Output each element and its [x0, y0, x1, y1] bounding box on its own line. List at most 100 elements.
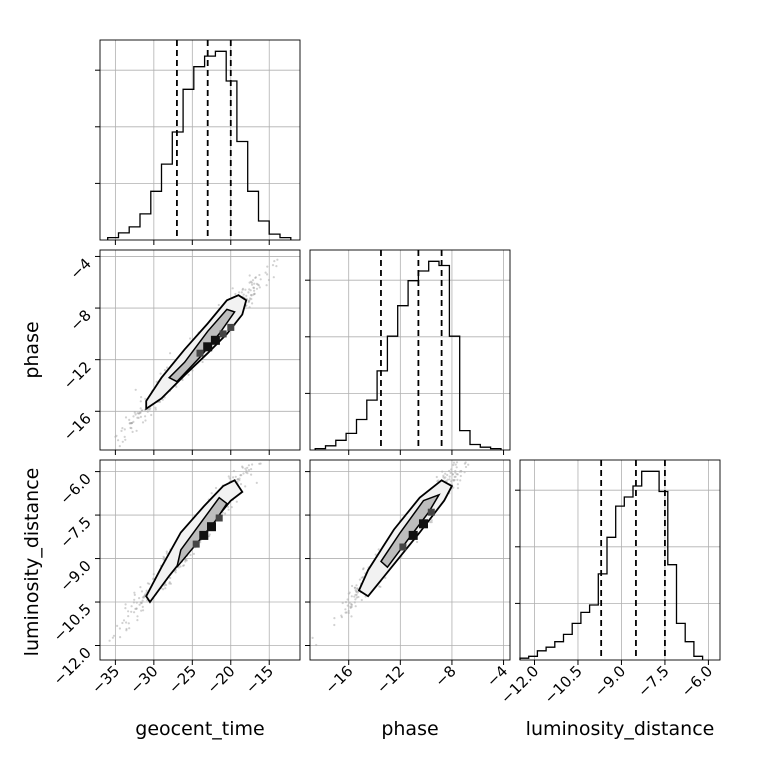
scatter-point-phase-vs-luminosity-distance	[464, 465, 468, 469]
scatter-point-phase-vs-luminosity-distance	[344, 608, 347, 611]
scatter-point-geocent-time-vs-phase	[248, 299, 251, 302]
scatter-point-geocent-time-vs-phase	[247, 301, 250, 304]
scatter-point-geocent-time-vs-phase	[275, 265, 278, 268]
scatter-point-phase-vs-luminosity-distance	[350, 595, 353, 598]
scatter-point-geocent-time-vs-phase	[158, 400, 162, 403]
y-tick-label-luminosity-distance: −12.0	[50, 644, 95, 689]
scatter-point-phase-vs-luminosity-distance	[354, 598, 357, 601]
scatter-point-phase-vs-luminosity-distance	[345, 611, 348, 614]
scatter-point-geocent-time-vs-phase	[124, 438, 127, 441]
scatter-point-geocent-time-vs-phase	[136, 412, 139, 415]
scatter-point-geocent-time-vs-phase	[155, 380, 158, 383]
scatter-point-geocent-time-vs-phase	[128, 418, 131, 421]
scatter-point-phase-vs-luminosity-distance	[463, 462, 466, 465]
scatter-point-phase-vs-luminosity-distance	[456, 483, 459, 486]
scatter-point-geocent-time-vs-luminosity-distance	[146, 582, 149, 585]
scatter-point-geocent-time-vs-luminosity-distance	[130, 605, 133, 608]
scatter-point-geocent-time-vs-luminosity-distance	[255, 481, 258, 484]
scatter-point-phase-vs-luminosity-distance	[354, 593, 357, 596]
density-peak-geocent-time-vs-phase	[196, 349, 204, 357]
scatter-point-geocent-time-vs-phase	[115, 434, 118, 437]
scatter-point-phase-vs-luminosity-distance	[355, 590, 358, 593]
scatter-point-geocent-time-vs-luminosity-distance	[116, 624, 119, 628]
scatter-point-geocent-time-vs-phase	[139, 407, 142, 410]
scatter-point-geocent-time-vs-phase	[129, 426, 132, 429]
y-tick-label-phase: −12	[60, 358, 95, 393]
scatter-point-phase-vs-luminosity-distance	[448, 478, 451, 481]
scatter-point-geocent-time-vs-phase	[255, 287, 259, 290]
scatter-point-phase-vs-luminosity-distance	[355, 584, 358, 587]
panel-frame-hist-geocent-time	[99, 39, 301, 241]
scatter-point-geocent-time-vs-luminosity-distance	[141, 605, 144, 609]
scatter-point-geocent-time-vs-luminosity-distance	[232, 476, 235, 479]
scatter-point-geocent-time-vs-phase	[139, 411, 142, 414]
ticks-layer: −35 −30 −25 −20 −15 −16 −12 −8 −4−12.0−10.5 −9.0−…	[50, 69, 716, 707]
scatter-point-geocent-time-vs-luminosity-distance	[142, 609, 145, 612]
scatter-layer	[108, 258, 470, 647]
scatter-point-geocent-time-vs-luminosity-distance	[108, 639, 111, 642]
scatter-point-geocent-time-vs-luminosity-distance	[119, 636, 122, 639]
scatter-point-geocent-time-vs-luminosity-distance	[238, 479, 241, 482]
scatter-point-geocent-time-vs-phase	[138, 412, 141, 415]
scatter-point-phase-vs-luminosity-distance	[454, 475, 457, 478]
scatter-point-geocent-time-vs-phase	[241, 288, 244, 291]
scatter-point-phase-vs-luminosity-distance	[452, 461, 456, 464]
scatter-point-geocent-time-vs-phase	[258, 273, 261, 277]
scatter-point-geocent-time-vs-phase	[231, 287, 234, 290]
scatter-point-geocent-time-vs-luminosity-distance	[247, 464, 250, 467]
x-axis-label-luminosity-distance: luminosity_distance	[526, 718, 715, 740]
scatter-point-geocent-time-vs-luminosity-distance	[208, 533, 211, 536]
x-tick-label-luminosity-distance: −9.0	[591, 662, 629, 700]
scatter-point-geocent-time-vs-phase	[131, 421, 134, 425]
scatter-point-geocent-time-vs-phase	[134, 413, 137, 416]
scatter-point-phase-vs-luminosity-distance	[430, 521, 433, 524]
scatter-point-geocent-time-vs-phase	[234, 292, 237, 296]
scatter-point-geocent-time-vs-luminosity-distance	[130, 610, 133, 613]
density-peak-phase-vs-luminosity-distance	[408, 530, 418, 540]
scatter-point-phase-vs-luminosity-distance	[451, 473, 454, 476]
scatter-point-geocent-time-vs-phase	[244, 288, 247, 291]
scatter-point-geocent-time-vs-luminosity-distance	[141, 596, 144, 599]
scatter-point-geocent-time-vs-phase	[120, 429, 123, 432]
scatter-point-geocent-time-vs-luminosity-distance	[174, 571, 177, 574]
scatter-point-geocent-time-vs-phase	[144, 397, 147, 400]
scatter-point-geocent-time-vs-phase	[154, 408, 157, 411]
scatter-point-geocent-time-vs-luminosity-distance	[189, 553, 192, 557]
scatter-point-phase-vs-luminosity-distance	[455, 466, 458, 469]
scatter-point-geocent-time-vs-phase	[245, 304, 248, 307]
scatter-point-phase-vs-luminosity-distance	[435, 475, 438, 479]
x-tick-label-phase: −12	[373, 662, 408, 697]
scatter-point-geocent-time-vs-luminosity-distance	[251, 463, 254, 466]
scatter-point-phase-vs-luminosity-distance	[358, 578, 361, 581]
scatter-point-phase-vs-luminosity-distance	[362, 568, 365, 571]
scatter-point-geocent-time-vs-luminosity-distance	[143, 595, 146, 598]
scatter-point-geocent-time-vs-luminosity-distance	[148, 582, 151, 586]
scatter-point-geocent-time-vs-phase	[140, 396, 143, 399]
x-tick-label-luminosity-distance: −6.0	[678, 662, 716, 700]
scatter-point-phase-vs-luminosity-distance	[355, 590, 358, 593]
scatter-point-geocent-time-vs-phase	[248, 288, 251, 291]
scatter-point-phase-vs-luminosity-distance	[356, 591, 359, 594]
scatter-point-phase-vs-luminosity-distance	[456, 487, 460, 490]
scatter-point-geocent-time-vs-phase	[242, 293, 245, 296]
scatter-point-phase-vs-luminosity-distance	[430, 519, 433, 522]
scatter-point-geocent-time-vs-luminosity-distance	[236, 478, 239, 481]
x-tick-label-luminosity-distance: −10.5	[541, 662, 586, 707]
scatter-point-geocent-time-vs-luminosity-distance	[182, 564, 186, 567]
histogram-phase	[314, 260, 502, 450]
y-tick-label-luminosity-distance: −10.5	[50, 600, 95, 645]
scatter-point-geocent-time-vs-phase	[252, 286, 256, 289]
scatter-point-geocent-time-vs-phase	[144, 415, 147, 418]
scatter-point-phase-vs-luminosity-distance	[350, 605, 353, 609]
scatter-point-geocent-time-vs-phase	[253, 292, 256, 295]
scatter-point-geocent-time-vs-phase	[251, 302, 254, 305]
scatter-point-geocent-time-vs-luminosity-distance	[125, 629, 128, 632]
scatter-point-phase-vs-luminosity-distance	[446, 473, 449, 477]
histogram-luminosity-distance	[519, 470, 704, 660]
scatter-point-geocent-time-vs-phase	[265, 284, 268, 287]
scatter-point-phase-vs-luminosity-distance	[353, 586, 356, 589]
scatter-point-phase-vs-luminosity-distance	[346, 598, 349, 601]
scatter-point-phase-vs-luminosity-distance	[355, 593, 358, 597]
scatter-point-geocent-time-vs-luminosity-distance	[135, 607, 138, 610]
scatter-point-geocent-time-vs-phase	[133, 411, 136, 414]
